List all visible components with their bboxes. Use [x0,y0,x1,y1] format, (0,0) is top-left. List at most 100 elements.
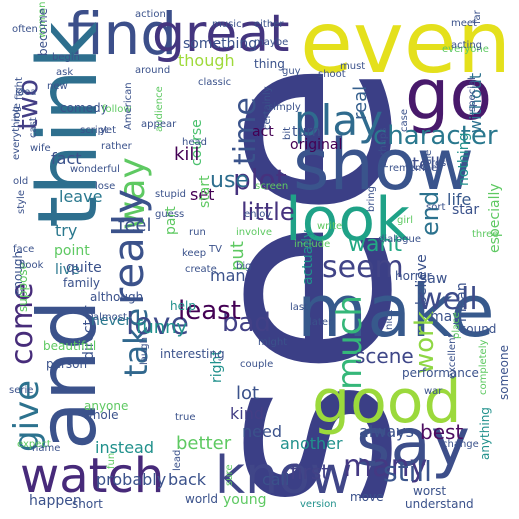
word-involve: involve [236,227,273,238]
word-still: still [383,455,432,488]
word-though: though [178,51,235,70]
word-appear: appear [141,119,177,130]
word-help: help [170,299,196,313]
word-watch: watch [20,448,165,504]
word-move: move [350,490,384,504]
word-may: may [430,309,461,325]
word-kill: kill [174,144,200,165]
word-excellent: excellent [447,333,458,379]
word-yet: yet [100,125,116,136]
word-point: point [54,243,90,259]
word-must: must [340,61,366,72]
word-show: show [293,124,474,206]
word-go: go [405,54,493,136]
word-man: man [210,266,246,285]
word-wife: wife [30,143,51,154]
word-idea: idea [15,87,37,98]
word-good: good [312,367,462,437]
word-certainly: certainly [262,86,273,130]
word-great: great [152,4,290,64]
word-guy: guy [282,66,301,77]
word-sure: sure [224,464,235,486]
word-almost: almost [93,312,127,323]
word-face: face [13,244,35,255]
word-rather: rather [101,141,132,152]
word-music: music [212,19,242,30]
word-cast: cast [28,117,39,138]
word-screen: screen [255,181,289,192]
word-call: call [262,470,290,489]
word-make: make [297,269,495,353]
word-around: around [135,65,171,76]
word-much: much [330,295,370,390]
word-last: last [290,302,309,313]
word-classic: classic [198,77,232,88]
word-person: person [46,357,88,371]
word-tv: TV [209,244,222,255]
word-wonderful: wonderful [70,164,120,175]
word-big: big [236,261,252,272]
word-set: set [190,185,215,204]
word-another: another [280,434,343,453]
word-might: might [258,337,288,348]
word-better: better [176,433,232,454]
word-horror: horror [395,269,432,283]
word-run: run [189,227,206,238]
word-couple: couple [240,359,274,370]
word-leave: leave [59,187,103,206]
word-either: either [254,19,284,30]
word-create: create [185,264,217,275]
word-write: write [317,221,343,232]
word-short: short [72,497,103,511]
word-first: first [290,460,330,484]
word-girl: girl [397,215,414,226]
word-sort: sort [426,202,446,213]
word-lose: lose [95,181,116,192]
word-later: later [309,317,333,328]
word-maybe: maybe [254,37,289,48]
word-funny: funny [136,317,188,338]
word-keep: keep [182,248,207,259]
word-find: find [67,0,178,68]
word-bit: bit [282,126,293,140]
word-always: always [359,422,414,441]
word-original: original [290,137,343,153]
word-american: American [123,82,134,130]
word-least: least [178,296,241,326]
word-happen: happen [29,493,82,509]
word-bad: bad [222,308,271,338]
word-well: well [418,282,478,317]
word-even: even [300,0,512,93]
word-although: although [90,290,144,304]
word-nothing: nothing [456,132,472,186]
word-someone: someone [497,345,511,400]
word-name: name [32,443,61,454]
word-play: play [294,96,383,145]
word-anyone: anyone [84,399,129,413]
word-everything: everything [11,106,22,160]
word-many: many [343,449,428,484]
word-probably: probably [96,470,167,489]
word-act: act [252,124,274,140]
word-dialogue: dialogue [378,234,421,245]
word-comedy: comedy [60,101,108,115]
word-young: young [223,492,267,508]
word-performance: performance [402,366,479,380]
word-life: life [447,190,472,209]
word-really: really [104,188,153,305]
word-perhaps: perhaps [378,127,389,168]
word-use: use [210,168,249,193]
word-acting: acting [451,40,483,51]
word-war: war [424,386,443,397]
word-version: version [300,499,337,510]
word-new: new [47,81,68,92]
word-begin: begin [52,52,80,63]
word-become: become [36,7,50,56]
word-plot: plot [233,163,287,196]
word-bring: bring [366,186,377,212]
word-best: best [420,420,464,444]
word-rest: rest [431,158,451,169]
word-thing: thing [254,57,285,71]
word-instead: instead [95,438,154,457]
